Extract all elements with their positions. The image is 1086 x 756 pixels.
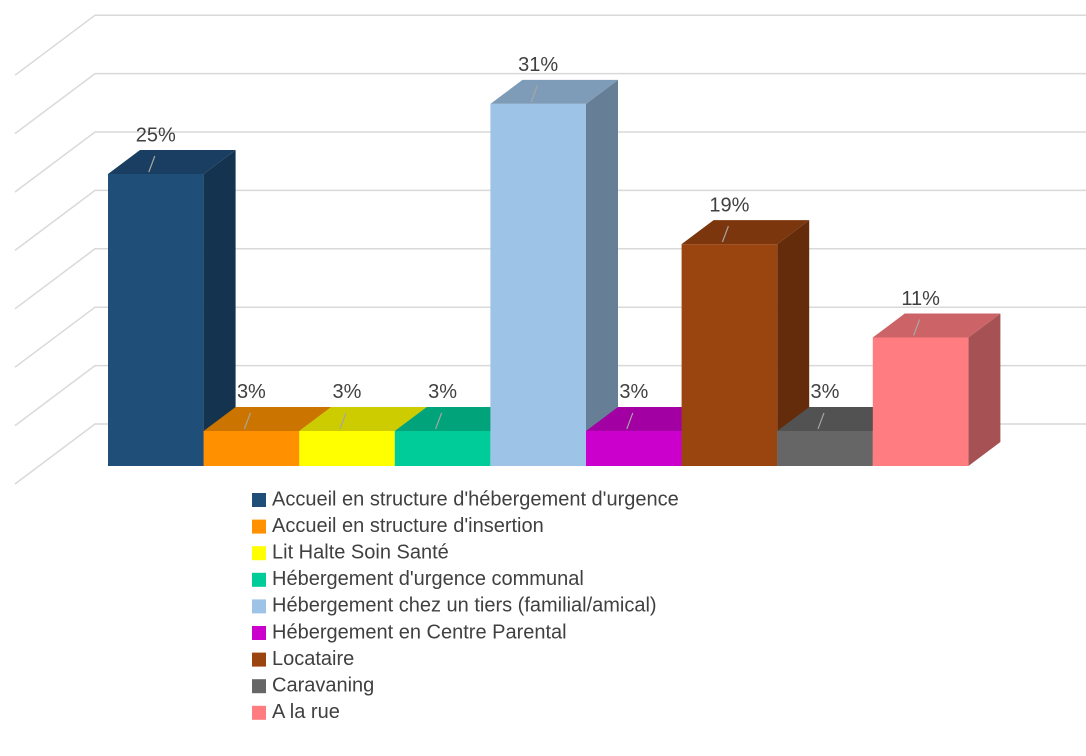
bar-side (203, 150, 236, 466)
legend-swatch (252, 493, 266, 507)
grid-line (14, 189, 1086, 251)
bar-front (777, 430, 873, 466)
bar-front (681, 244, 778, 466)
legend-swatch (252, 572, 266, 587)
bar-top (681, 220, 810, 245)
bar-front (872, 337, 969, 466)
leader-line (339, 412, 347, 430)
legend-label: Lit Halte Soin Santé (272, 541, 449, 563)
legend-label: Caravaning (272, 674, 374, 696)
legend-label: Hébergement d'urgence communal (272, 568, 584, 590)
data-label: 19% (709, 194, 749, 216)
data-label: 25% (136, 124, 176, 146)
bar-side (777, 220, 810, 466)
grid-line (14, 14, 1086, 76)
legend-label: Hébergement chez un tiers (familial/amic… (272, 595, 657, 617)
data-label: 3% (333, 381, 362, 403)
bar-front (394, 430, 491, 466)
leader-line (721, 225, 729, 243)
bar (681, 220, 810, 466)
bar-top (490, 79, 618, 104)
bar (872, 313, 1001, 466)
data-label: 3% (428, 381, 457, 403)
bar (490, 79, 618, 467)
leader-line (626, 412, 634, 430)
grid-line (14, 131, 1086, 193)
legend-swatch (252, 519, 266, 534)
bar-front (490, 103, 586, 467)
legend-swatch (252, 652, 266, 667)
data-label: 11% (901, 288, 940, 310)
data-label: 3% (811, 381, 840, 403)
legend-label: Hébergement en Centre Parental (272, 621, 567, 643)
bar-side (586, 79, 618, 467)
legend-label: Accueil en structure d'hébergement d'urg… (272, 488, 679, 510)
leader-line (817, 412, 825, 430)
legend-swatch (252, 546, 266, 561)
leader-line (148, 155, 156, 173)
legend-swatch (252, 599, 266, 614)
legend-swatch (252, 705, 266, 720)
legend-label: Accueil en structure d'insertion (272, 515, 544, 537)
bar-front (203, 430, 300, 466)
leader-line (913, 319, 921, 336)
bar-top (203, 406, 332, 431)
legend-swatch (252, 679, 266, 694)
legend-label: Locataire (272, 648, 354, 670)
data-label: 3% (237, 381, 266, 403)
bar-top (299, 406, 427, 431)
leader-line (243, 412, 251, 430)
legend-swatch (252, 626, 266, 640)
bar-side (968, 313, 1001, 466)
grid-line (14, 72, 1086, 135)
leader-line (435, 412, 443, 430)
leader-line (530, 85, 538, 103)
bar (108, 150, 236, 466)
data-label: 3% (619, 381, 648, 403)
legend-label: A la rue (272, 701, 340, 723)
data-label: 31% (518, 54, 558, 76)
bar-top (108, 150, 236, 174)
bar-front (299, 430, 395, 466)
bar-front (108, 174, 204, 466)
bar-top (872, 313, 1001, 338)
bar-front (586, 430, 682, 466)
